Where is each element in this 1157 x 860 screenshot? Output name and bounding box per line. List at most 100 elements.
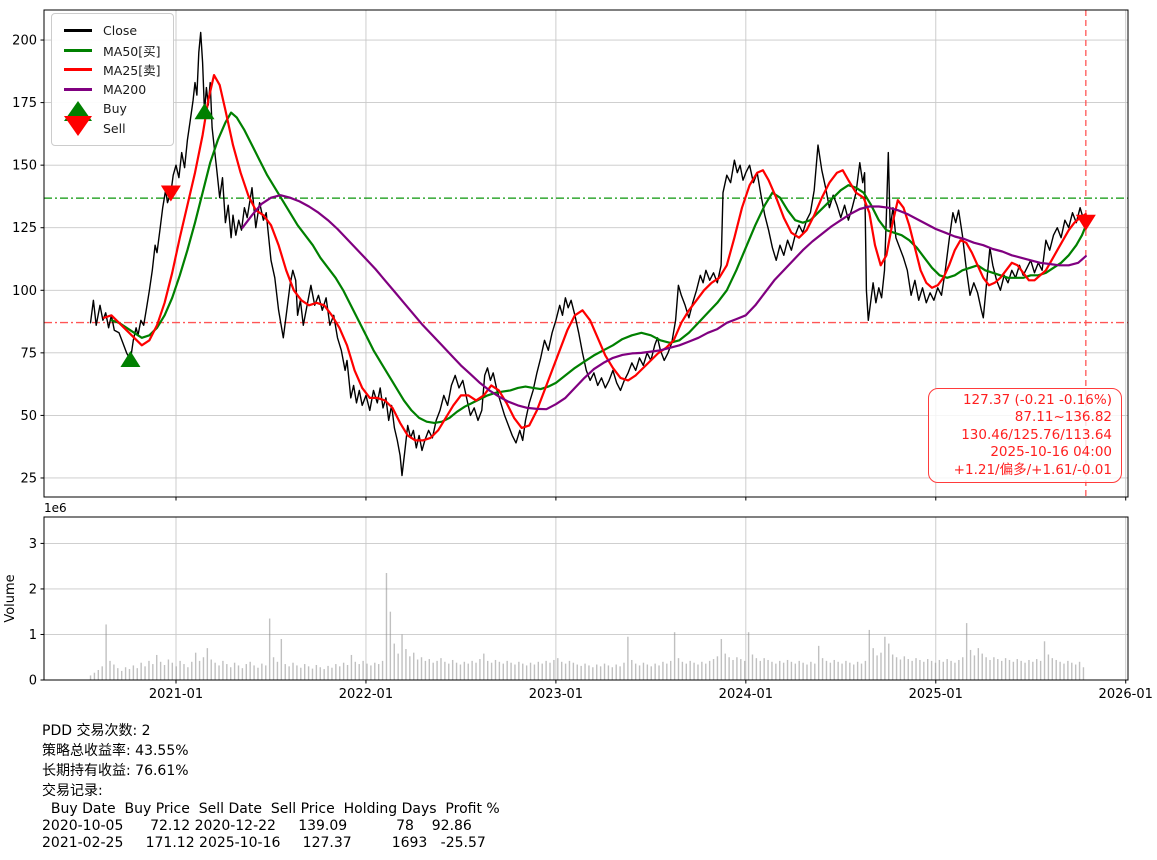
volume-tick-label: 1 (29, 628, 37, 643)
volume-bar (533, 664, 536, 680)
volume-bar (564, 663, 567, 680)
legend-item-ma50: MA50[买] (61, 41, 161, 61)
volume-bar (444, 661, 446, 680)
volume-bar (194, 652, 197, 680)
volume-bar (214, 662, 216, 680)
volume-bar (303, 664, 306, 680)
volume-bar (993, 657, 995, 680)
legend-label-ma200: MA200 (103, 81, 147, 97)
volume-bar (1051, 658, 1054, 680)
volume-bar (1067, 660, 1069, 680)
volume-bar (763, 658, 765, 680)
volume-bar (198, 660, 201, 680)
quote-annotation-box: 127.37 (-0.21 -0.16%) 87.11~136.82 130.4… (928, 388, 1122, 484)
volume-bar (576, 664, 578, 680)
sell-marker (160, 185, 181, 202)
volume-bar (779, 660, 781, 680)
series-MA50[买] (110, 111, 1087, 424)
volume-bar (888, 643, 890, 680)
volume-bar (362, 660, 364, 680)
ma25-line-sample (64, 68, 92, 72)
volume-bar (541, 663, 543, 680)
volume-bar (514, 664, 516, 680)
volume-bar (288, 666, 290, 680)
volume-bar (377, 664, 380, 680)
volume-bar (806, 664, 808, 680)
volume-bar (284, 664, 286, 680)
summary-trade-log-title: 交易记录: (42, 783, 103, 799)
volume-bar (416, 659, 419, 680)
volume-bar (568, 660, 571, 680)
series-MA25[卖] (102, 73, 1087, 442)
volume-bar (1036, 659, 1038, 680)
sell-marker (1075, 214, 1096, 231)
volume-bar (954, 662, 956, 680)
volume-bar (740, 659, 742, 680)
sell-marker-icon (64, 116, 92, 137)
volume-bar (245, 664, 247, 680)
trade-table-row: 2020-10-05 72.12 2020-12-22 139.09 78 92… (42, 818, 472, 834)
volume-bar (638, 665, 641, 680)
price-tick-label: 50 (20, 409, 37, 424)
volume-bar (350, 654, 353, 680)
legend-label-close: Close (103, 23, 138, 39)
legend-item-ma200: MA200 (61, 80, 161, 100)
volume-bar (89, 675, 92, 680)
volume-bar (191, 661, 193, 680)
volume-tick-label: 3 (29, 537, 37, 552)
trade-table-row: 2021-02-25 171.12 2025-10-16 127.37 1693… (42, 835, 486, 851)
volume-bar (934, 662, 937, 680)
volume-bar (817, 645, 820, 680)
volume-bar (490, 662, 493, 680)
volume-bar (233, 662, 236, 680)
volume-bar (732, 659, 734, 680)
volume-bar (93, 672, 96, 680)
volume-bar (860, 663, 863, 680)
volume-bar (623, 662, 625, 680)
volume-bar (346, 664, 349, 680)
volume-bar (471, 660, 473, 680)
volume-bar (845, 660, 847, 680)
volume-bar (829, 662, 832, 680)
volume-bar (494, 659, 497, 680)
volume-bar (802, 662, 804, 680)
trade-table-header: Buy Date Buy Price Sell Date Sell Price … (42, 801, 500, 817)
volume-bar (1012, 661, 1015, 680)
volume-bar (810, 661, 812, 680)
volume-bar (720, 639, 723, 680)
volume-bar (296, 665, 298, 680)
volume-bar (755, 658, 758, 680)
volume-bar (152, 664, 154, 680)
volume-bar (105, 624, 107, 680)
volume-bar (432, 662, 434, 680)
volume-bar (572, 662, 575, 680)
volume-bar (268, 618, 271, 680)
volume-bar (580, 665, 582, 680)
x-tick-label: 2022-01 (339, 687, 393, 702)
volume-bar (728, 657, 730, 680)
volume-bar (973, 655, 976, 680)
volume-bar (307, 666, 310, 680)
volume-bar (856, 661, 859, 680)
volume-bar (553, 659, 555, 680)
volume-bar (677, 658, 680, 680)
volume-bar (1078, 661, 1081, 680)
volume-bar (693, 662, 695, 680)
legend-item-sell: Sell (61, 116, 161, 139)
volume-bar (673, 632, 676, 680)
volume-bar (436, 660, 438, 680)
price-tick-label: 175 (12, 96, 37, 111)
x-tick-label: 2024-01 (719, 687, 773, 702)
price-tick-label: 75 (20, 346, 37, 361)
volume-bar (1039, 660, 1042, 680)
volume-bar (930, 660, 933, 680)
volume-bar (592, 667, 594, 680)
volume-bar (381, 660, 384, 680)
volume-bar (1043, 641, 1046, 680)
volume-bar (841, 663, 843, 680)
volume-bar (619, 666, 621, 680)
volume-bar (743, 660, 746, 680)
series-Close (89, 31, 1087, 477)
price-tick-label: 125 (12, 221, 37, 236)
